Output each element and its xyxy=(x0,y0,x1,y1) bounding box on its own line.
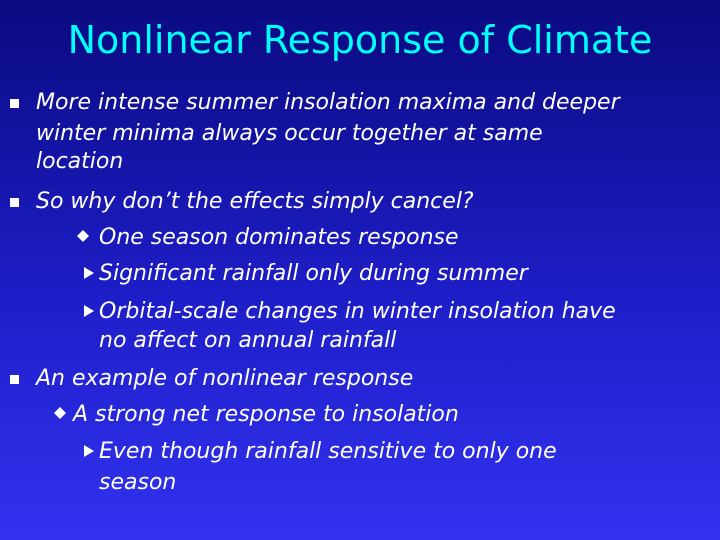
sub-bullet-text: A strong net response to insolation xyxy=(73,402,459,427)
triangle-bullet-icon xyxy=(84,445,94,457)
sub-bullet-text: One season dominates response xyxy=(99,225,459,250)
triangle-bullet-icon xyxy=(84,267,94,279)
bullet-text: So why don’t the effects simply cancel? xyxy=(36,189,474,214)
bullet-text: winter minima always occur together at s… xyxy=(36,121,543,146)
bullet-text: An example of nonlinear response xyxy=(36,366,414,391)
slide-title: Nonlinear Response of Climate xyxy=(67,18,653,62)
square-bullet-icon xyxy=(10,99,19,108)
bullet-text: location xyxy=(36,149,124,174)
triangle-bullet-icon xyxy=(84,305,94,317)
sub-sub-bullet-text: Orbital-scale changes in winter insolati… xyxy=(99,299,616,324)
sub-sub-bullet-text: Significant rainfall only during summer xyxy=(99,261,528,286)
sub-sub-bullet-text: no affect on annual rainfall xyxy=(99,328,397,353)
sub-sub-bullet-text: Even though rainfall sensitive to only o… xyxy=(99,439,557,464)
square-bullet-icon xyxy=(10,198,19,207)
bullet-text: More intense summer insolation maxima an… xyxy=(36,90,620,115)
square-bullet-icon xyxy=(10,375,19,384)
sub-sub-bullet-text: season xyxy=(99,470,177,495)
